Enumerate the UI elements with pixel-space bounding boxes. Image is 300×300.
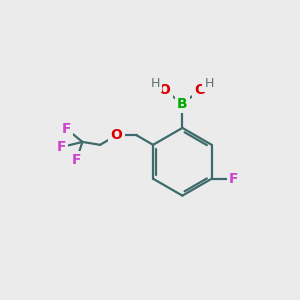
Text: O: O [158,82,170,97]
Text: H: H [151,77,160,90]
Text: O: O [110,128,122,142]
Text: F: F [229,172,238,186]
Text: O: O [195,82,207,97]
Text: F: F [61,122,71,136]
Text: F: F [56,140,66,154]
Text: B: B [177,97,188,111]
Text: F: F [72,153,81,167]
Text: H: H [205,77,214,90]
